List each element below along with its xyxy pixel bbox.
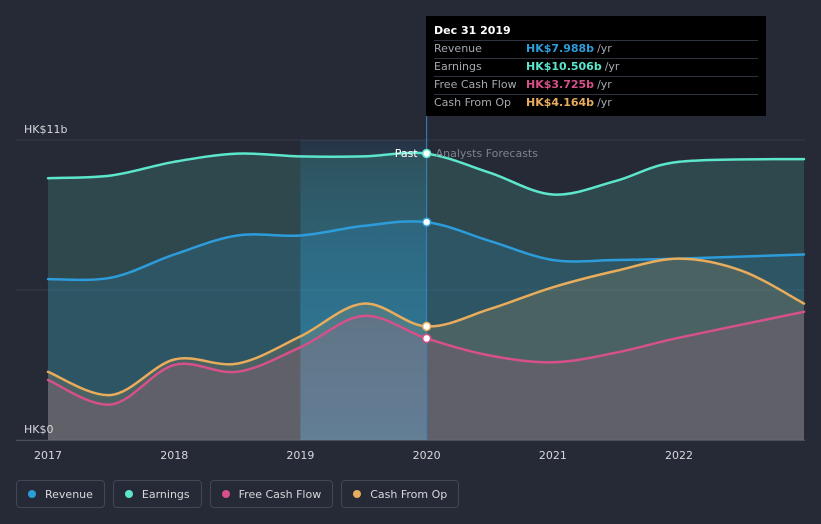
y-axis: HK$11b HK$0: [24, 123, 67, 436]
legend-item-cash-from-op[interactable]: Cash From Op: [341, 480, 460, 508]
legend-label: Earnings: [141, 487, 190, 501]
highlight-markers: [421, 148, 432, 344]
tooltip-label: Earnings: [434, 60, 482, 73]
legend: Revenue Earnings Free Cash Flow Cash From O…: [16, 480, 460, 508]
x-tick-label: 2018: [160, 449, 188, 462]
tooltip-row: Free Cash Flow HK$3.725b/yr: [434, 76, 758, 94]
earnings-area: [48, 152, 804, 440]
past-highlight-band: [300, 140, 427, 440]
legend-label: Revenue: [45, 487, 93, 501]
tooltip-label: Free Cash Flow: [434, 78, 517, 91]
legend-label: Cash From Op: [370, 487, 448, 501]
revenue-line: [46, 220, 806, 282]
cash-from-op-area: [48, 258, 804, 440]
legend-dot-icon: [221, 490, 230, 498]
revenue-marker: [421, 217, 432, 227]
x-tick-label: 2019: [286, 449, 314, 462]
free-cash-flow-marker: [421, 333, 432, 344]
cash-from-op-marker: [421, 321, 432, 332]
earnings-marker: [421, 148, 432, 159]
series-areas: [48, 152, 804, 440]
tooltip-row: Cash From Op HK$4.164b/yr: [434, 94, 758, 112]
tooltip-unit: /yr: [597, 42, 612, 55]
past-label: Past: [395, 147, 419, 160]
x-tick-label: 2021: [539, 449, 567, 462]
tooltip-label: Revenue: [434, 42, 482, 55]
tooltip-label: Cash From Op: [434, 96, 512, 109]
tooltip-unit: /yr: [597, 78, 612, 91]
tooltip-value: HK$4.164b: [526, 96, 595, 109]
tooltip-value: HK$7.988b: [526, 42, 595, 55]
y-tick-label: HK$11b: [24, 123, 67, 136]
x-tick-label: 2022: [665, 449, 693, 462]
legend-dot-icon: [353, 490, 362, 498]
legend-label: Free Cash Flow: [238, 487, 322, 501]
x-tick-label: 2020: [413, 449, 441, 462]
free-cash-flow-line: [46, 310, 806, 406]
tooltip-row: Revenue HK$7.988b/yr: [434, 40, 758, 58]
legend-item-free-cash-flow[interactable]: Free Cash Flow: [209, 480, 334, 508]
legend-dot-icon: [124, 490, 133, 498]
forecast-label: Analysts Forecasts: [436, 147, 539, 160]
tooltip-row: Earnings HK$10.506b/yr: [434, 58, 758, 76]
legend-dot-icon: [28, 490, 36, 498]
tooltip-value: HK$3.725b: [526, 78, 595, 91]
legend-item-earnings[interactable]: Earnings: [112, 480, 202, 508]
tooltip-date: Dec 31 2019: [434, 24, 511, 37]
x-axis: 2017 2018 2019 2020 2021 2022: [34, 449, 693, 462]
tooltip-value: HK$10.506b: [526, 60, 602, 73]
free-cash-flow-area: [48, 311, 804, 440]
x-tick-label: 2017: [34, 449, 62, 462]
tooltip: Dec 31 2019 Revenue HK$7.988b/yr Earnings H…: [426, 16, 766, 116]
legend-item-revenue[interactable]: Revenue: [16, 480, 105, 508]
tooltip-unit: /yr: [597, 96, 612, 109]
tooltip-unit: /yr: [604, 60, 620, 73]
y-tick-label: HK$0: [24, 423, 53, 436]
